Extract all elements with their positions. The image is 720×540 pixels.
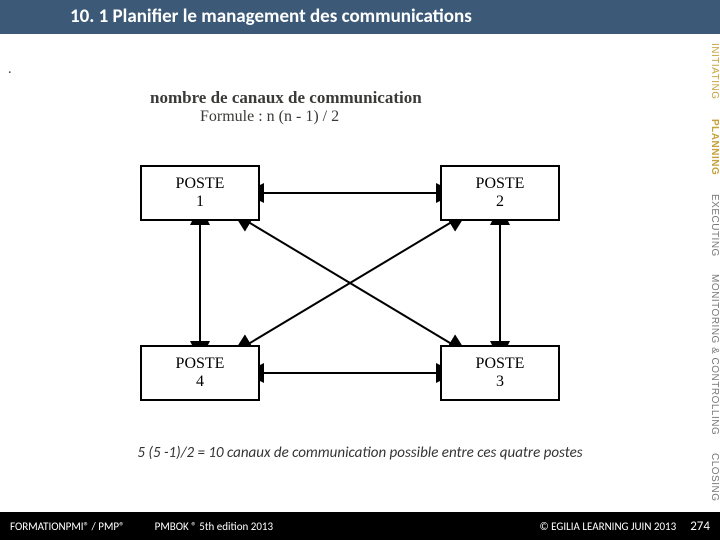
slide-title: 10. 1 Planifier le management des commun… [70, 5, 472, 28]
phase-tab-executing: EXECUTING [702, 185, 720, 267]
phase-sidebar: INITIATING PLANNING EXECUTING MONITORING… [702, 34, 720, 512]
node-p1: POSTE1 [140, 165, 260, 221]
phase-tab-monitoring: MONITORING & CONTROLLING [702, 266, 720, 443]
slide-footer: FORMATIONPMI® / PMP® PMBOK ® 5th edition… [0, 512, 720, 540]
node-p2: POSTE2 [440, 165, 560, 221]
network-diagram: POSTE1 POSTE2 POSTE3 POSTE4 [100, 155, 600, 415]
footer-mid: PMBOK ® 5th edition 2013 [155, 520, 273, 533]
diagram-caption: 5 (5 -1)/2 = 10 canaux de communication … [0, 444, 720, 462]
phase-tab-planning: PLANNING [702, 109, 720, 184]
slide-header: 10. 1 Planifier le management des commun… [0, 0, 720, 34]
footer-page: 274 [690, 519, 710, 534]
node-p4: POSTE4 [140, 345, 260, 401]
footer-left: FORMATIONPMI® / PMP® [10, 520, 125, 533]
formula-expression: Formule : n (n - 1) / 2 [150, 108, 422, 126]
phase-tab-initiating: INITIATING [702, 34, 720, 109]
formula-block: nombre de canaux de communication Formul… [150, 88, 422, 126]
bullet-dot: . [8, 60, 12, 77]
footer-right: © EGILIA LEARNING JUIN 2013 [540, 520, 677, 533]
formula-heading: nombre de canaux de communication [150, 88, 422, 108]
node-p3: POSTE3 [440, 345, 560, 401]
